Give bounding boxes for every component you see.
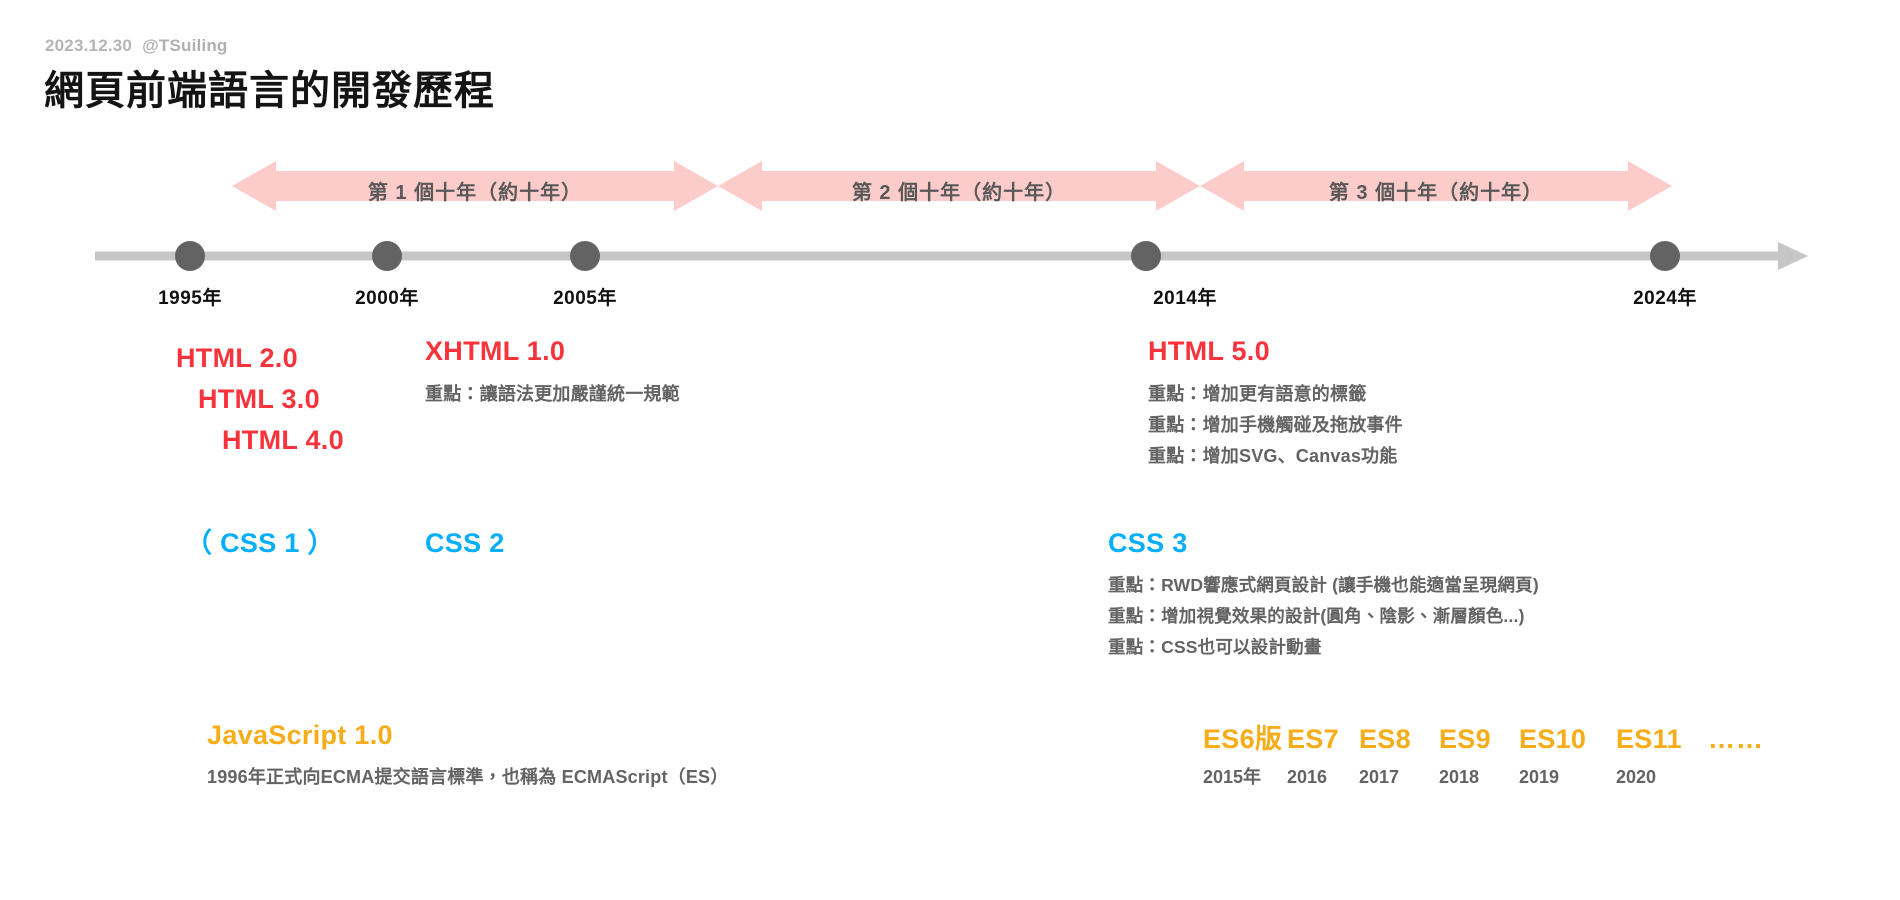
es-more-ellipsis: …… — [1708, 724, 1764, 754]
html5-block: HTML 5.0 重點：增加更有語意的標籤 重點：增加手機觸碰及拖放事件 重點：… — [1148, 338, 1403, 472]
html-version-2: HTML 2.0 — [176, 343, 298, 373]
javascript-note: 1996年正式向ECMA提交語言標準，也稱為 ECMAScript（ES） — [207, 767, 729, 787]
html5-note-3: 重點：增加SVG、Canvas功能 — [1148, 446, 1398, 466]
es-version-year: 2016 — [1287, 767, 1328, 787]
css3-block: CSS 3 重點：RWD響應式網頁設計 (讓手機也能適當呈現網頁) 重點：增加視… — [1108, 530, 1539, 663]
axis-arrowhead — [1778, 242, 1808, 270]
css3-note-1: 重點：RWD響應式網頁設計 (讓手機也能適當呈現網頁) — [1108, 575, 1539, 595]
css3-note-2: 重點：增加視覺效果的設計(圓角、陰影、漸層顏色...) — [1108, 606, 1525, 626]
html-version-stack: HTML 2.0 HTML 3.0 HTML 4.0 — [176, 338, 344, 461]
html5-note-2: 重點：增加手機觸碰及拖放事件 — [1148, 415, 1403, 435]
es-version-row: ES6版 2015年 ES7 2016 ES8 2017 ES9 2018 ES… — [1203, 722, 1764, 792]
es-version-name: ES10 — [1519, 724, 1587, 754]
es-version-es9: ES9 2018 — [1439, 722, 1519, 792]
es-version-year: 2019 — [1519, 767, 1560, 787]
es-version-es8: ES8 2017 — [1359, 722, 1439, 792]
xhtml-block: XHTML 1.0 重點：讓語法更加嚴謹統一規範 — [425, 338, 680, 410]
page-title: 網頁前端語言的開發歷程 — [44, 69, 495, 113]
javascript-title: JavaScript 1.0 — [207, 720, 393, 750]
timeline-dot-2005 — [570, 241, 600, 271]
byline-date: 2023.12.30 — [45, 36, 133, 55]
css3-title: CSS 3 — [1108, 528, 1188, 558]
es-version-es6: ES6版 2015年 — [1203, 722, 1287, 792]
xhtml-title: XHTML 1.0 — [425, 336, 566, 366]
javascript-block: JavaScript 1.0 1996年正式向ECMA提交語言標準，也稱為 EC… — [207, 722, 728, 793]
css3-note-3: 重點：CSS也可以設計動畫 — [1108, 637, 1322, 657]
es-version-es10: ES10 2019 — [1519, 722, 1616, 792]
es-version-name: ES11 — [1616, 724, 1682, 754]
xhtml-note-1: 重點：讓語法更加嚴謹統一規範 — [425, 384, 680, 404]
byline: 2023.12.30 @TSuiling — [45, 36, 228, 56]
timeline-dot-2000 — [372, 241, 402, 271]
timeline-dot-1995 — [175, 241, 205, 271]
es-version-name: ES7 — [1287, 724, 1339, 754]
timeline-dot-2014 — [1131, 241, 1161, 271]
es-version-more: …… — [1708, 722, 1764, 756]
es-version-name: ES8 — [1359, 724, 1411, 754]
es-version-name: ES9 — [1439, 724, 1491, 754]
css1-title: （ CSS 1 ） — [185, 528, 335, 558]
html-version-3: HTML 3.0 — [198, 384, 320, 414]
es-version-year: 2018 — [1439, 767, 1480, 787]
css2-title: CSS 2 — [425, 528, 505, 558]
html-version-4: HTML 4.0 — [222, 425, 344, 455]
es-version-es11: ES11 2020 — [1616, 722, 1708, 792]
html5-note-1: 重點：增加更有語意的標籤 — [1148, 384, 1367, 404]
es-version-year: 2017 — [1359, 767, 1400, 787]
es-version-year: 2020 — [1616, 767, 1657, 787]
es-version-es7: ES7 2016 — [1287, 722, 1359, 792]
html5-title: HTML 5.0 — [1148, 336, 1270, 366]
es-version-year: 2015年 — [1203, 767, 1262, 787]
byline-handle: @TSuiling — [142, 36, 228, 55]
es-version-name: ES6版 — [1203, 724, 1283, 754]
timeline-dot-2024 — [1650, 241, 1680, 271]
